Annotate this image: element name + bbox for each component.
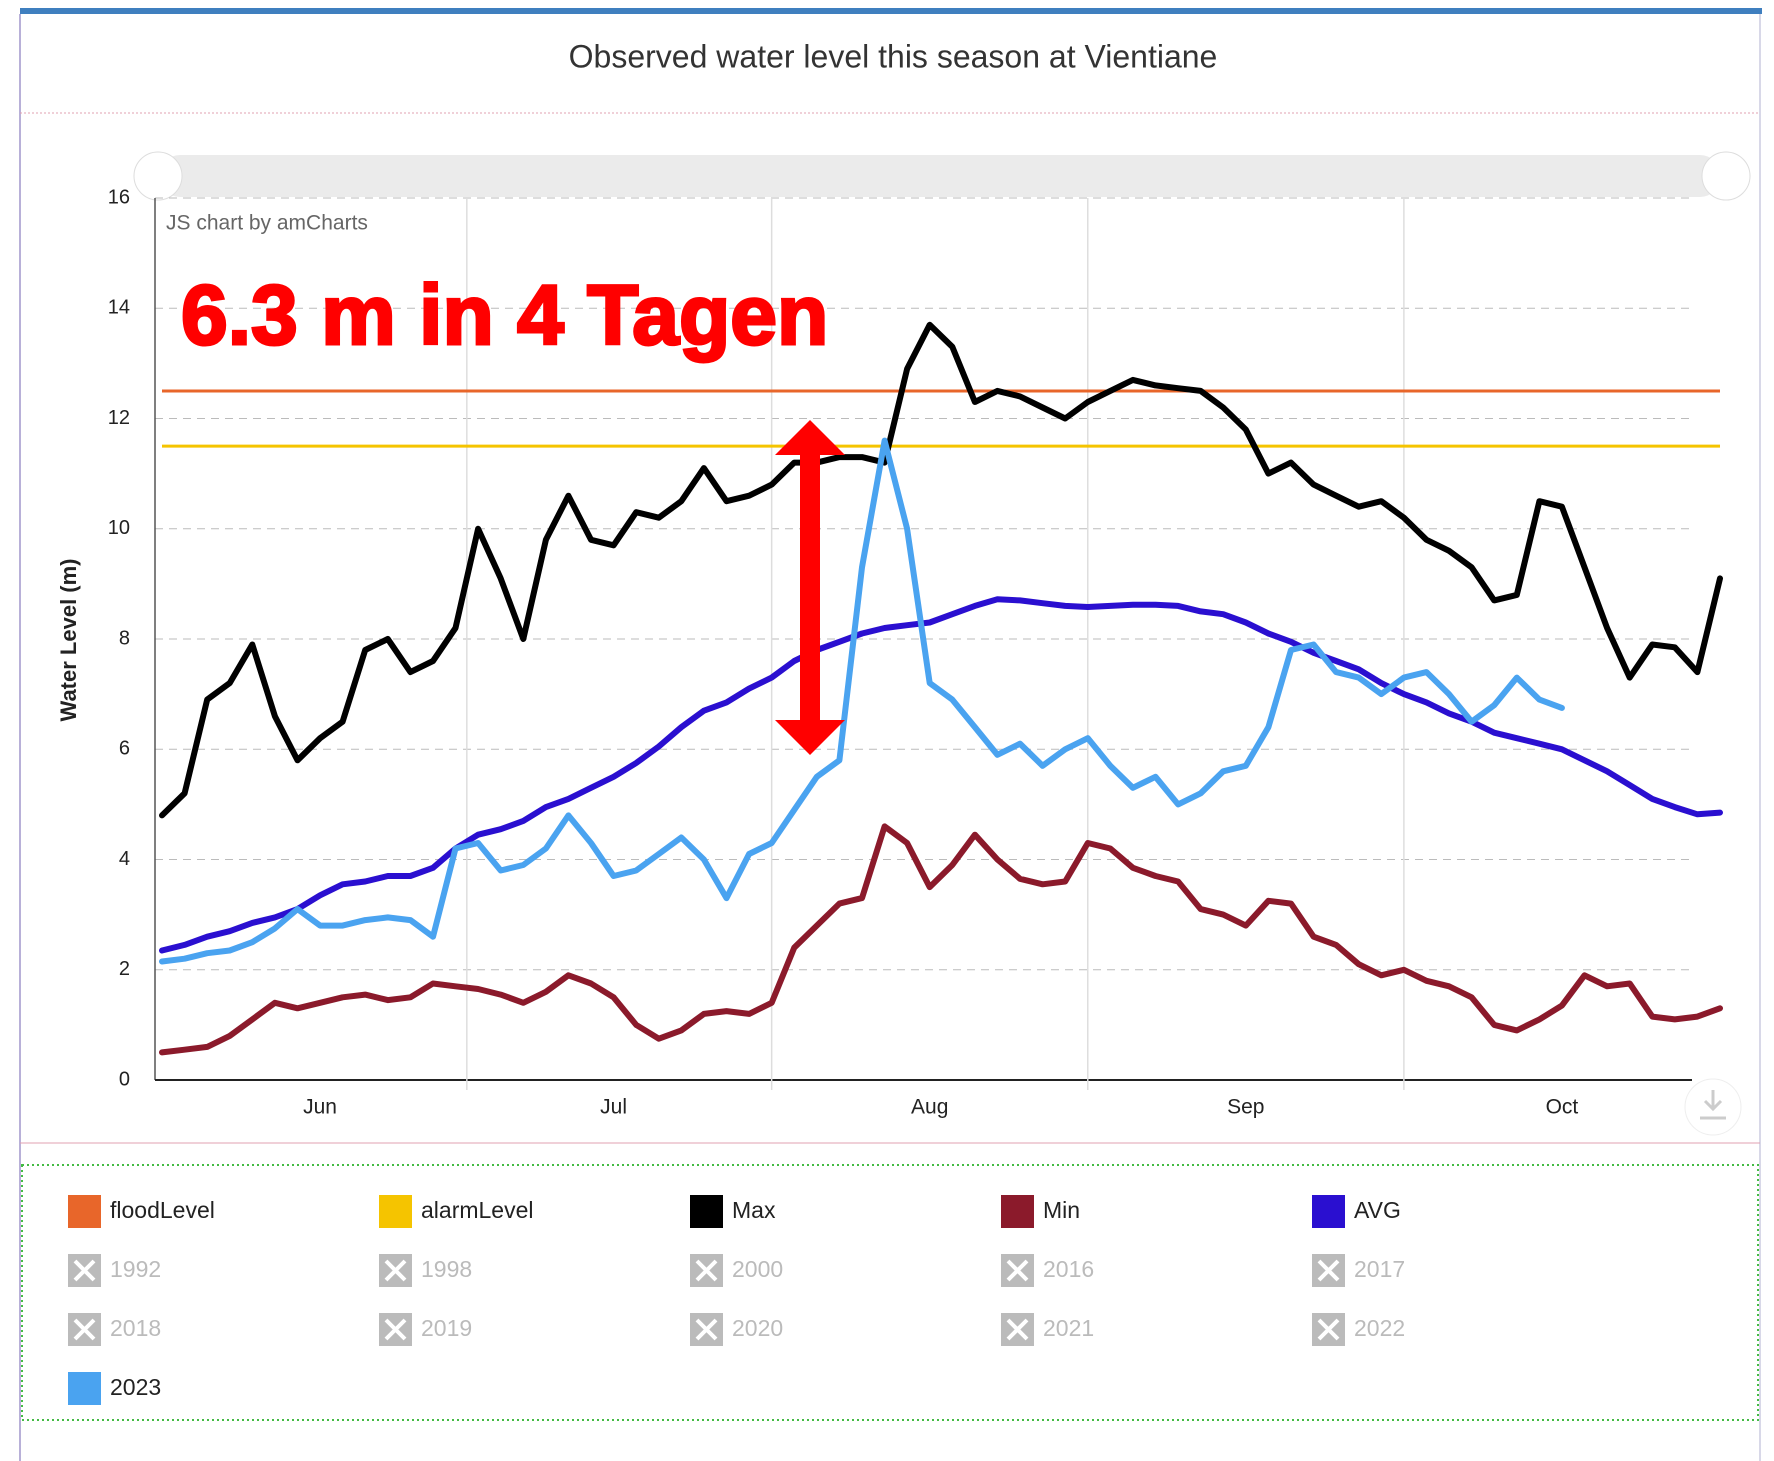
- y-tick-label: 14: [108, 297, 130, 319]
- legend-label: 2022: [1354, 1315, 1405, 1341]
- legend-label: 2017: [1354, 1256, 1405, 1282]
- legend-label: 2000: [732, 1256, 783, 1282]
- scrollbar[interactable]: [160, 155, 1720, 197]
- legend-label: 2023: [110, 1374, 161, 1400]
- legend-marker-cross: [695, 1259, 718, 1282]
- y-tick-label: 6: [119, 738, 130, 760]
- x-tick-label: Oct: [1546, 1096, 1579, 1119]
- y-tick-label: 16: [108, 186, 130, 208]
- series-line: [159, 321, 1723, 819]
- legend-label: floodLevel: [110, 1197, 215, 1223]
- legend-marker-cross: [384, 1259, 407, 1282]
- legend-label: 1992: [110, 1256, 161, 1282]
- legend-marker-cross: [1317, 1318, 1340, 1341]
- series-line: [159, 437, 1565, 965]
- series-line: [159, 596, 1723, 954]
- scrollbar-handle-left[interactable]: [133, 151, 183, 201]
- legend-label: 1998: [421, 1256, 472, 1282]
- legend-marker-cross: [695, 1318, 718, 1341]
- x-tick-label: Jul: [600, 1096, 627, 1119]
- x-tick-label: Aug: [911, 1096, 948, 1119]
- y-tick-label: 12: [108, 407, 130, 429]
- y-tick-label: 2: [119, 958, 130, 980]
- annotation: 6.3 m in 4 Tagen: [181, 268, 828, 362]
- legend: floodLevel alarmLevel Max Min AVG 1992 1998 200…: [68, 1195, 1405, 1405]
- y-axis-label: Water Level (m): [56, 558, 81, 721]
- legend-label: Max: [732, 1197, 776, 1223]
- chart-title: Observed water level this season at Vien…: [569, 38, 1218, 74]
- legend-marker: [379, 1195, 412, 1228]
- legend-marker: [1001, 1195, 1034, 1228]
- legend-marker: [68, 1195, 101, 1228]
- top-border: [20, 8, 1762, 14]
- legend-marker: [1312, 1195, 1345, 1228]
- legend-label: 2019: [421, 1315, 472, 1341]
- legend-label: 2021: [1043, 1315, 1094, 1341]
- plot: [159, 321, 1723, 1056]
- y-tick-label: 0: [119, 1068, 130, 1090]
- arrow-shaft: [800, 450, 820, 730]
- legend-marker: [690, 1195, 723, 1228]
- y-tick-label: 10: [108, 517, 130, 539]
- legend-label: 2020: [732, 1315, 783, 1341]
- y-tick-label: 8: [119, 627, 130, 649]
- arrow-head-up: [775, 420, 845, 455]
- legend-label: 2018: [110, 1315, 161, 1341]
- legend-marker-cross: [73, 1259, 96, 1282]
- credit: JS chart by amCharts: [166, 212, 368, 235]
- scrollbar-handle-right[interactable]: [1701, 151, 1751, 201]
- x-tick-label: Sep: [1227, 1096, 1264, 1119]
- y-tick-label: 4: [119, 848, 130, 870]
- grid: 0 2 4 6 8 10 12 14 16 Jun Jul Aug Sep Oct: [108, 186, 1692, 1119]
- legend-marker-cross: [384, 1318, 407, 1341]
- legend-marker: [68, 1372, 101, 1405]
- legend-label: alarmLevel: [421, 1197, 534, 1223]
- x-tick-label: Jun: [303, 1096, 337, 1119]
- legend-marker-cross: [1006, 1318, 1029, 1341]
- arrow-head-down: [775, 720, 845, 755]
- legend-label: 2016: [1043, 1256, 1094, 1282]
- legend-marker-cross: [1006, 1259, 1029, 1282]
- legend-marker-cross: [1317, 1259, 1340, 1282]
- legend-label: AVG: [1354, 1197, 1401, 1223]
- legend-marker-cross: [73, 1318, 96, 1341]
- series-line: [159, 823, 1723, 1056]
- legend-label: Min: [1043, 1197, 1080, 1223]
- download-icon: [1700, 1090, 1726, 1120]
- annotation-arrow: [775, 420, 845, 755]
